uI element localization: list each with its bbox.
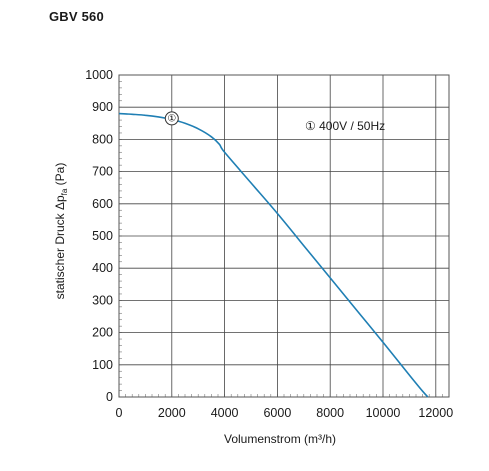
y-axis-label-unit: (Pa) [53,163,67,189]
x-tick-label: 8000 [316,406,344,420]
y-tick-label: 700 [92,165,113,179]
y-tick-label: 300 [92,293,113,307]
plot-frame [118,74,450,398]
y-axis-label: statischer Druck Δpfa (Pa) [53,163,69,300]
y-axis-label-main: statischer Druck Δp [53,195,67,299]
legend-annotation: ① 400V / 50Hz [305,119,385,133]
curve-marker-label: ① [167,113,176,124]
chart-title: GBV 560 [49,9,104,24]
x-tick-label: 4000 [211,406,239,420]
y-tick-labels: 0 100 200 300 400 500 600 700 800 900 1000 [85,68,113,404]
series-curve [118,112,429,398]
curve-marker-circle [164,111,179,126]
x-tick-label: 6000 [263,406,291,420]
x-tick-labels: 0 2000 4000 6000 8000 10000 12000 [116,406,454,420]
y-axis-label-subscript: fa [60,188,69,195]
x-axis-label: Volumenstrom (m³/h) [224,432,336,446]
y-tick-label: 0 [106,390,113,404]
y-tick-label: 500 [92,229,113,243]
y-tick-label: 400 [92,261,113,275]
y-tick-label: 600 [92,197,113,211]
x-tick-label: 10000 [366,406,401,420]
x-tick-label: 0 [116,406,123,420]
y-tick-label: 900 [92,100,113,114]
curve-marker: ① [164,111,179,126]
y-tick-label: 100 [92,358,113,372]
y-tick-label: 800 [92,132,113,146]
x-tick-label: 2000 [158,406,186,420]
y-tick-label: 1000 [85,68,113,82]
x-tick-label: 12000 [418,406,453,420]
y-tick-label: 200 [92,326,113,340]
